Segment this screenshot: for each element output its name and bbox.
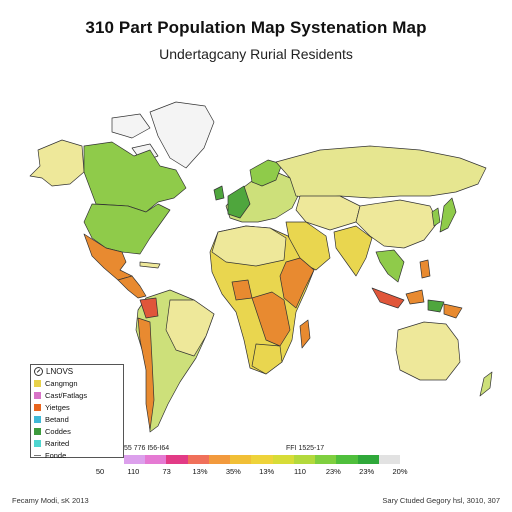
color-scale-segment — [251, 455, 273, 464]
color-scale-tick: 13% — [259, 467, 275, 476]
color-scale-tick: 20% — [392, 467, 408, 476]
legend-item: Cast/Fatlags — [31, 389, 123, 401]
color-scale-ticks: 50 110 73 13% 35% 13% 110 23% 23% 20% — [94, 467, 408, 477]
legend-item: Cangmgn — [31, 377, 123, 389]
region-mexico — [83, 233, 133, 281]
region-se-asia — [375, 249, 405, 283]
region-central-asia — [295, 195, 361, 231]
map-subtitle: Undertagcany Rurial Residents — [159, 46, 353, 62]
color-scale-segment — [315, 455, 337, 464]
color-scale-tick: 73 — [162, 467, 171, 476]
color-scale-tick: 50 — [95, 467, 105, 476]
legend-item: Rarited — [31, 437, 123, 449]
region-east-africa — [279, 257, 315, 309]
color-scale-segment — [124, 455, 146, 464]
color-scale-bar — [124, 455, 401, 464]
region-japan — [439, 197, 457, 233]
footer-right: Sary Ctuded Gegory hsl, 3010, 307 — [382, 496, 500, 505]
region-greenland — [149, 101, 215, 169]
region-madagascar — [299, 319, 311, 349]
region-andes — [137, 317, 155, 431]
color-scale-tick: 23% — [325, 467, 341, 476]
color-scale-segment — [230, 455, 252, 464]
region-central-africa — [251, 291, 291, 347]
legend-swatch — [34, 379, 41, 387]
color-scale-segment — [166, 455, 188, 464]
search-icon — [34, 367, 43, 376]
color-scale-tick: 23% — [359, 467, 375, 476]
color-scale-segment — [336, 455, 358, 464]
region-scandinavia — [249, 159, 283, 187]
color-scale-segment — [145, 455, 167, 464]
map-title: 310 Part Population Map Systenation Map — [85, 18, 427, 37]
region-russia — [275, 145, 487, 199]
legend-swatch — [34, 427, 41, 435]
legend-swatch — [34, 415, 41, 423]
legend-item: Fonde — [31, 449, 123, 461]
color-scale-segment — [208, 455, 231, 464]
region-india — [333, 225, 373, 277]
footer-left: Fecamy Modi, sK 2013 — [12, 496, 89, 505]
region-china — [355, 199, 439, 249]
color-scale-segment — [378, 455, 401, 464]
legend-item: Yietges — [31, 401, 123, 413]
legend-swatch — [34, 391, 41, 399]
region-north-africa — [211, 225, 287, 267]
color-scale-tick: 35% — [225, 467, 241, 476]
color-scale-tick: 110 — [127, 467, 140, 476]
color-scale-tick: 13% — [192, 467, 208, 476]
color-scale-segment — [187, 455, 209, 464]
region-central-america — [117, 275, 147, 299]
map-legend: LNOVS Cangmgn Cast/Fatlags Yietges Betan… — [30, 364, 124, 461]
color-scale-tick: 110 — [294, 467, 306, 476]
color-scale-segment — [357, 455, 379, 464]
legend-item: Betand — [31, 413, 123, 425]
region-usa — [83, 203, 171, 255]
scale-label-right: FFI 1525-17 — [286, 445, 325, 452]
legend-swatch — [34, 439, 41, 447]
region-arctic-islands — [111, 113, 151, 139]
region-indonesia — [371, 287, 405, 309]
region-south-africa — [251, 343, 283, 375]
region-alaska — [29, 139, 85, 187]
legend-heading: LNOVS — [31, 365, 123, 377]
region-western-europe — [227, 185, 251, 219]
legend-swatch — [34, 403, 41, 411]
scale-label-left: 55 776 I56-I64 — [124, 445, 170, 452]
region-australia — [395, 321, 461, 381]
region-brazil — [165, 299, 215, 357]
color-scale-segment — [293, 455, 316, 464]
legend-item: Coddes — [31, 425, 123, 437]
legend-swatch — [34, 454, 41, 456]
color-scale-segment — [272, 455, 294, 464]
